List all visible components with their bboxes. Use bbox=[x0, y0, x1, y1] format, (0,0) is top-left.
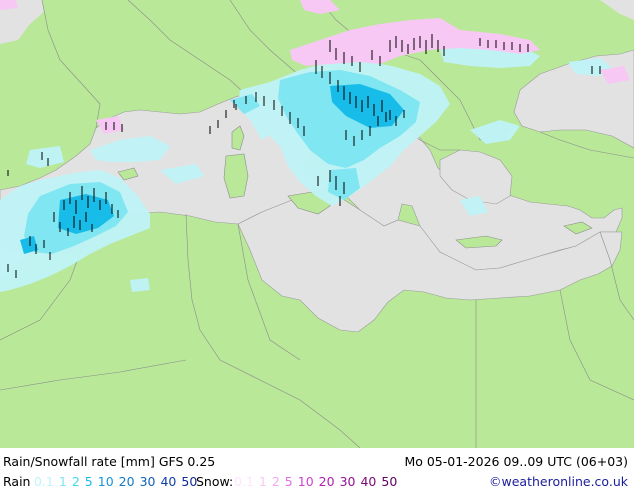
snow-scale-value: 10 bbox=[297, 474, 314, 489]
snow-scale: 0.1 1 2 5 10 20 30 40 50 bbox=[234, 472, 402, 492]
rate-glyphs bbox=[7, 34, 601, 278]
rain-scale-value: 30 bbox=[139, 474, 156, 489]
forecast-datetime: Mo 05-01-2026 09..09 UTC (06+03) bbox=[404, 454, 628, 469]
north-sea-edge bbox=[600, 0, 634, 20]
rain-scale-value: 40 bbox=[160, 474, 177, 489]
sardinia bbox=[223, 153, 249, 199]
rain-label: Rain bbox=[3, 474, 31, 489]
snow-scale-value: 40 bbox=[360, 474, 377, 489]
rain-scale-value: 50 bbox=[181, 474, 198, 489]
crete bbox=[455, 235, 503, 249]
snow-scale-value: 0.1 bbox=[234, 474, 254, 489]
legend-bar: Rain/Snowfall rate [mm] GFS 0.25 Mo 05-0… bbox=[0, 448, 634, 490]
rain-scale-value: 5 bbox=[84, 474, 93, 489]
rain-scale-value: 1 bbox=[58, 474, 67, 489]
atlantic-sea bbox=[0, 0, 44, 44]
source-credit[interactable]: ©weatheronline.co.uk bbox=[489, 474, 628, 489]
legend-row-title: Rain/Snowfall rate [mm] GFS 0.25 Mo 05-0… bbox=[0, 452, 634, 472]
snow-scale-value: 30 bbox=[339, 474, 356, 489]
snow-scale-value: 50 bbox=[381, 474, 398, 489]
aegean-sea bbox=[439, 149, 513, 205]
snow-scale-value: 5 bbox=[284, 474, 293, 489]
snow-scale-value: 2 bbox=[271, 474, 280, 489]
snow-scale-value: 1 bbox=[258, 474, 267, 489]
cyprus bbox=[563, 221, 593, 235]
rain-scale: 0.1 1 2 5 10 20 30 40 50 bbox=[34, 472, 202, 492]
central-med-sea bbox=[237, 195, 623, 333]
map-title: Rain/Snowfall rate [mm] GFS 0.25 bbox=[3, 454, 216, 469]
corsica bbox=[231, 125, 245, 151]
snow-areas bbox=[0, 0, 630, 134]
balearic-islands bbox=[117, 167, 139, 181]
snow-label: Snow: bbox=[196, 474, 234, 489]
legend-row-scales: Rain 0.1 1 2 5 10 20 30 40 50 Snow: 0.1 1 2 5 10 20 30… bbox=[0, 472, 634, 492]
snow-scale-value: 20 bbox=[318, 474, 335, 489]
rain-scale-value: 20 bbox=[118, 474, 135, 489]
rain-scale-value: 10 bbox=[97, 474, 114, 489]
rain-scale-value: 0.1 bbox=[34, 474, 54, 489]
rain-scale-value: 2 bbox=[71, 474, 80, 489]
precipitation-map bbox=[0, 0, 634, 448]
